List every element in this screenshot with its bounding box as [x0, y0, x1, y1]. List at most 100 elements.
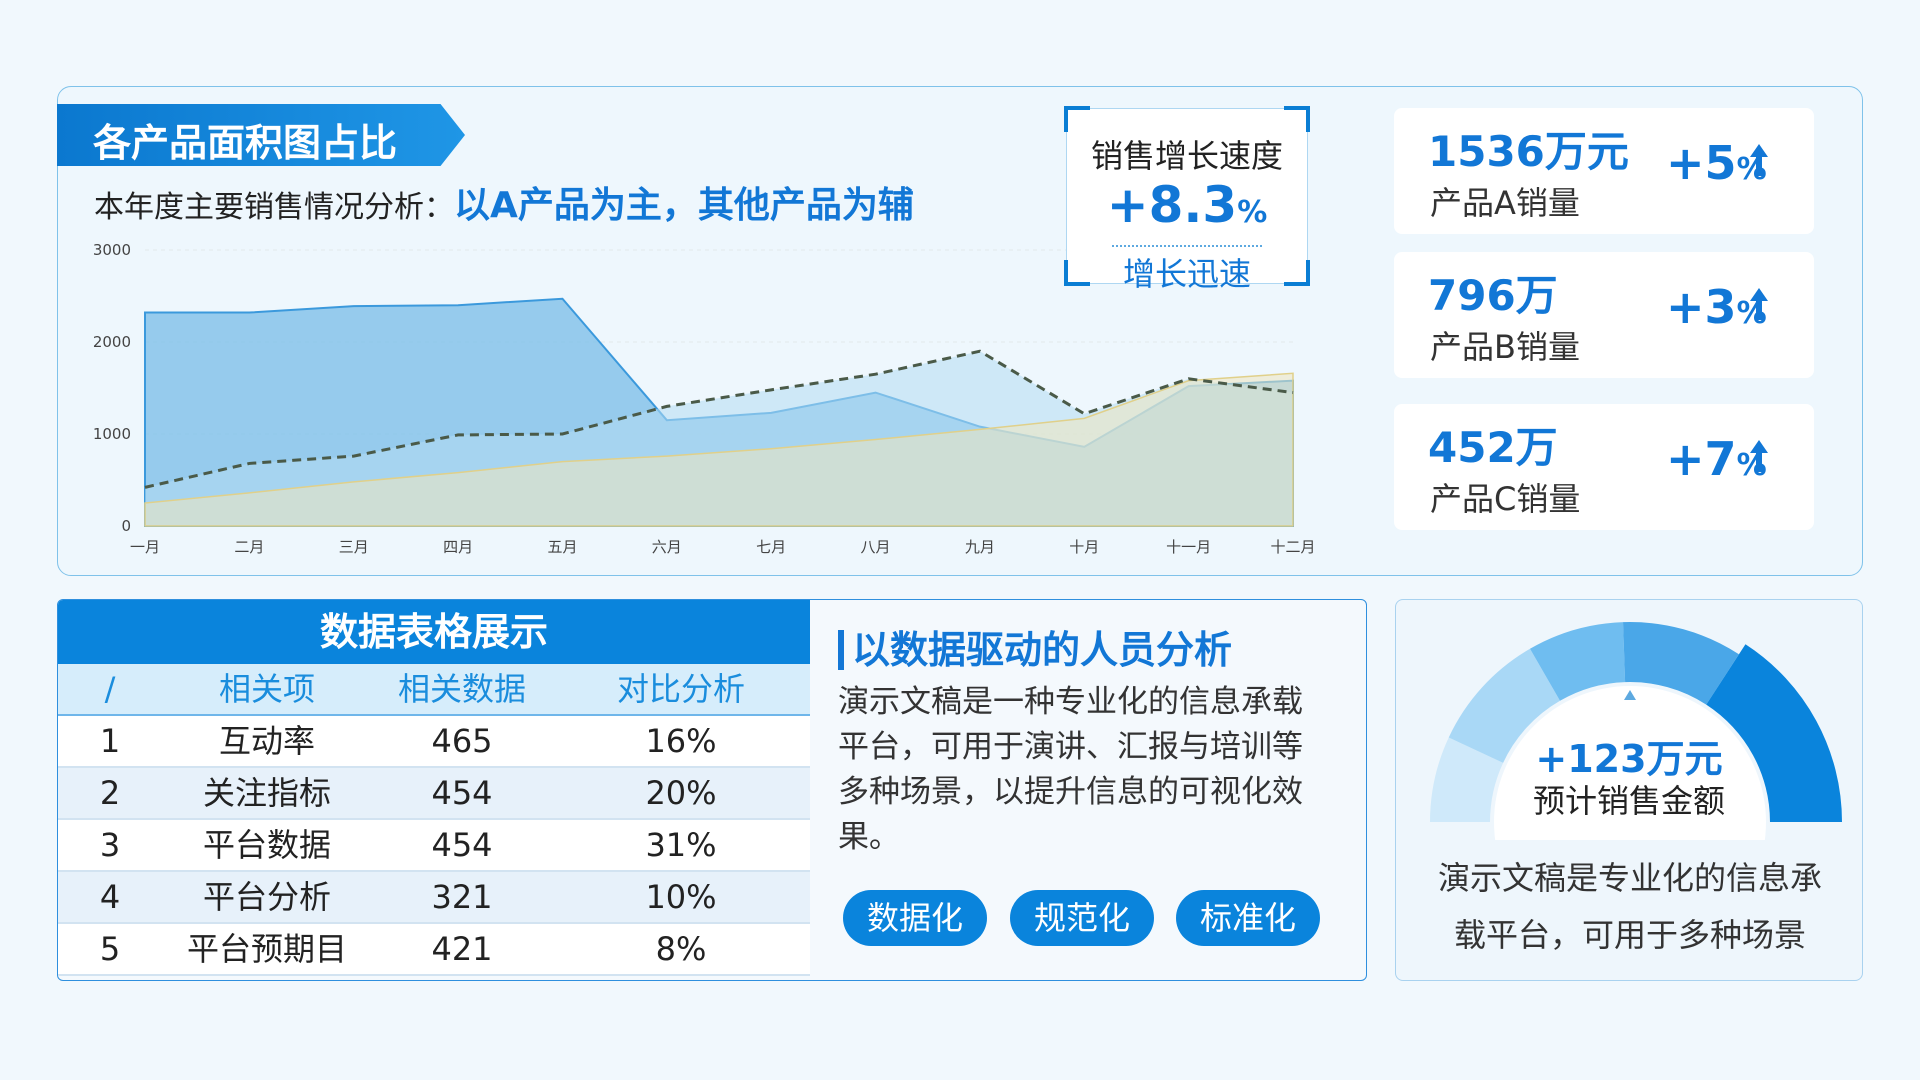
gauge-segment: [1448, 648, 1560, 763]
growth-unit: %: [1237, 195, 1268, 230]
tag-pill[interactable]: 规范化: [1010, 890, 1154, 946]
analysis-text: 演示文稿是一种专业化的信息承载平台，可用于演讲、汇报与培训等多种场景，以提升信息…: [838, 684, 1303, 855]
gauge-active-segment: [1706, 644, 1842, 822]
table-cell: 平台预期目: [186, 930, 347, 968]
table-header: / 相关项 相关数据 对比分析: [58, 664, 810, 716]
dotted-divider: [1112, 245, 1262, 247]
table-cell: 10%: [645, 878, 717, 916]
table-cell: 16%: [645, 722, 717, 760]
table-cell: 31%: [645, 826, 717, 864]
gauge-segment: [1530, 622, 1626, 701]
tag-pill[interactable]: 标准化: [1176, 890, 1320, 946]
y-tick-label: 1000: [93, 425, 131, 443]
table-cell: 平台分析: [202, 878, 331, 916]
chart-title: 各产品面积图占比: [93, 121, 398, 165]
corner-decoration: [1064, 260, 1090, 286]
x-tick-label: 二月: [234, 538, 264, 556]
stat-card-c: 452万 产品C销量 +7%: [1394, 404, 1814, 530]
series-c-area: [144, 372, 1294, 527]
y-tick-label: 3000: [93, 241, 131, 259]
gauge-panel: +123万元 预计销售金额 演示文稿是专业化的信息承载平台，可用于多种场景: [1395, 599, 1863, 981]
stat-percent-number: +5: [1666, 136, 1737, 190]
table-panel: 数据表格展示 / 相关项 相关数据 对比分析 1 互动率 465 16% 2 关…: [57, 599, 1367, 981]
stat-value: 1536万元: [1428, 127, 1629, 176]
table-cell: 8%: [655, 930, 707, 968]
table-cell: 互动率: [218, 722, 315, 760]
stat-percent-number: +3: [1666, 280, 1737, 334]
gauge-value: +123万元: [1535, 737, 1723, 781]
x-tick-label: 十二月: [1270, 538, 1315, 556]
gauge-label: 预计销售金额: [1532, 782, 1725, 820]
gauge-segment: [1623, 622, 1739, 705]
corner-decoration: [1064, 106, 1090, 132]
stat-label: 产品C销量: [1430, 480, 1581, 518]
pointer-icon: [1624, 690, 1636, 700]
x-tick-label: 三月: [339, 538, 369, 556]
table-cell: 465: [431, 722, 493, 760]
arrow-up-icon: [1750, 144, 1768, 176]
column-header: 对比分析: [616, 670, 745, 708]
subtitle-prefix: 本年度主要销售情况分析：: [94, 190, 454, 225]
table-cell: 平台数据: [202, 826, 331, 864]
table-title: 数据表格展示: [58, 600, 810, 664]
growth-sub: 增长迅速: [1122, 255, 1251, 293]
x-tick-label: 十月: [1069, 538, 1099, 556]
table-cell: 关注指标: [202, 774, 331, 812]
corner-decoration: [1284, 106, 1310, 132]
stat-percent: +7%: [1666, 432, 1767, 486]
x-tick-label: 十一月: [1166, 538, 1211, 556]
x-tick-label: 六月: [652, 538, 682, 556]
column-header: /: [104, 670, 116, 708]
growth-value: +8.3%: [1067, 179, 1307, 239]
stat-card-b: 796万 产品B销量 +3%: [1394, 252, 1814, 378]
table-cell: 4: [99, 878, 121, 916]
gauge-description: 演示文稿是专业化的信息承载平台，可用于多种场景: [1437, 859, 1822, 954]
table-cell: 20%: [645, 774, 717, 812]
tag-pill[interactable]: 数据化: [843, 890, 987, 946]
growth-box: 销售增长速度 +8.3% 增长迅速: [1064, 106, 1310, 293]
x-tick-label: 八月: [861, 538, 891, 556]
chart-title-ribbon: 各产品面积图占比: [57, 104, 465, 166]
table-cell: 421: [431, 930, 493, 968]
table-row: 2 关注指标 454 20%: [58, 768, 810, 820]
stat-label: 产品B销量: [1430, 328, 1580, 366]
table-row: 5 平台预期目 421 8%: [58, 924, 810, 976]
table-row: 1 互动率 465 16%: [58, 716, 810, 768]
gauge-center: [1494, 686, 1766, 840]
column-header: 相关数据: [397, 670, 526, 708]
table-cell: 454: [431, 826, 493, 864]
x-tick-label: 五月: [547, 538, 577, 556]
table-cell: 321: [431, 878, 493, 916]
stat-card-a: 1536万元 产品A销量 +5%: [1394, 108, 1814, 234]
x-tick-label: 一月: [130, 538, 160, 556]
growth-label: 销售增长速度: [1090, 137, 1283, 175]
y-tick-label: 0: [121, 517, 131, 535]
analysis-section: 以数据驱动的人员分析 演示文稿是一种专业化的信息承载平台，可用于演讲、汇报与培训…: [838, 630, 1318, 860]
gauge-chart: [1430, 622, 1842, 840]
stat-label: 产品A销量: [1430, 184, 1580, 222]
table-row: 4 平台分析 321 10%: [58, 872, 810, 924]
stat-value: 452万: [1428, 423, 1558, 472]
column-header: 相关项: [218, 670, 315, 708]
stat-value: 796万: [1428, 271, 1558, 320]
stat-percent-number: +7: [1666, 432, 1737, 486]
arrow-up-icon: [1750, 440, 1768, 472]
area-chart: 0 1000 2000 3000 一月 二月 三月 四月 五月 六月 七月 八月 九月 十月 十一月 十二月: [93, 241, 1316, 556]
y-tick-label: 2000: [93, 333, 131, 351]
x-tick-label: 四月: [443, 538, 473, 556]
corner-decoration: [1284, 260, 1310, 286]
table-cell: 1: [99, 722, 121, 760]
gauge-segment: [1430, 737, 1504, 822]
subtitle: 本年度主要销售情况分析：以A产品为主，其他产品为辅: [94, 176, 914, 228]
table-cell: 454: [431, 774, 493, 812]
table-cell: 3: [99, 826, 121, 864]
x-tick-label: 九月: [965, 538, 995, 556]
table-row: 3 平台数据 454 31%: [58, 820, 810, 872]
x-tick-label: 七月: [756, 538, 786, 556]
growth-number: +8.3: [1106, 176, 1238, 234]
analysis-title: 以数据驱动的人员分析: [838, 630, 1318, 670]
arrow-up-icon: [1750, 288, 1768, 320]
subtitle-highlight: 以A产品为主，其他产品为辅: [454, 185, 914, 226]
table-cell: 5: [99, 930, 121, 968]
table-cell: 2: [99, 774, 121, 812]
